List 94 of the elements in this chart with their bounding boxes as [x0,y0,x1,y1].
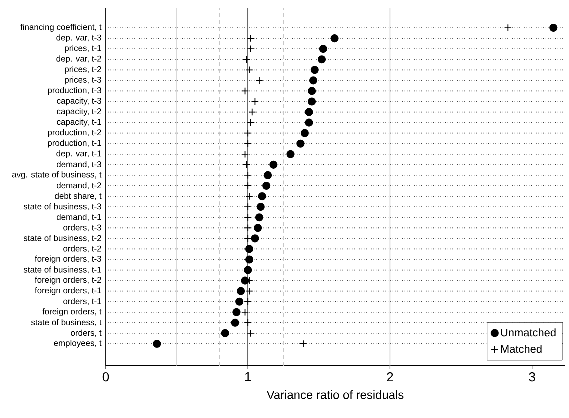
x-tick-label: 0 [102,372,110,382]
y-tick-label: foreign orders, t-1 [35,287,102,296]
point [244,224,252,232]
point [318,56,326,64]
x-axis-title: Variance ratio of residuals [266,390,404,400]
x-tick-label: 1 [245,372,252,382]
y-tick-label: dep. var, t-2 [56,56,102,64]
y-tick-label: orders, t-2 [64,246,102,253]
point [241,87,250,96]
y-tick-label: prices, t-2 [65,66,102,74]
point [244,140,252,148]
point [242,161,251,169]
point [246,66,254,74]
point [244,214,252,222]
y-tick-label: capacity, t-2 [57,108,102,116]
point [310,66,319,74]
y-tick-label: production, t-1 [48,140,102,148]
point [241,150,250,158]
point [244,319,252,327]
point [246,287,254,296]
point [251,234,260,243]
y-tick-label: foreign orders, t-2 [35,276,102,285]
point [300,340,308,348]
y-tick-label: dep. var, t-3 [56,34,102,42]
point [244,234,252,242]
point [244,203,252,211]
point [256,76,264,85]
point [244,130,252,138]
point [232,308,241,316]
point [246,192,254,200]
point [296,140,305,148]
point [247,45,255,53]
point [251,98,260,106]
point [264,171,272,180]
point [308,98,316,106]
point [231,318,240,327]
y-tick-label: production, t-2 [48,129,102,138]
point [153,340,162,348]
y-tick-label: production, t-3 [48,87,102,96]
point [309,76,318,85]
y-tick-label: employees, t [54,340,102,348]
point [256,203,265,212]
y-tick-label: debt share, t [55,192,102,200]
point [244,266,252,274]
y-tick-label: state of business, t-3 [24,203,102,211]
y-tick-label: orders, t [71,330,102,338]
y-tick-label: demand, t-1 [56,214,102,222]
point [241,308,250,316]
point [255,214,264,222]
point [262,182,271,190]
x-tick-label: 2 [387,372,394,382]
point [300,129,309,138]
y-tick-label: prices, t-3 [65,76,102,85]
point [550,24,558,32]
y-tick-label: foreign orders, t-3 [35,256,102,264]
point [330,34,339,43]
x-tick-label: 3 [529,372,536,382]
point [305,118,314,127]
point [244,172,252,180]
y-tick-label: demand, t-2 [56,182,102,190]
point [221,329,230,338]
point [247,34,255,42]
point [242,56,251,64]
point [244,298,252,306]
point [308,87,316,96]
point [319,45,328,54]
point [247,118,255,127]
legend-label: Matched [501,345,542,354]
y-tick-label: state of business, t-1 [24,266,102,274]
point [254,224,262,232]
legend-label: Unmatched [501,328,556,337]
y-tick-label: dep. var, t-1 [56,150,102,158]
point [504,24,512,32]
point [244,182,252,190]
y-tick-label: state of business, t [31,319,102,327]
point [286,150,295,158]
point [247,330,255,338]
point [258,192,266,201]
y-tick-label: capacity, t-3 [57,98,102,106]
point [241,276,250,285]
y-tick-label: foreign orders, t [42,308,102,316]
point [305,108,314,116]
y-tick-label: orders, t-1 [64,298,102,306]
y-tick-label: orders, t-3 [64,224,102,232]
y-tick-label: prices, t-1 [65,45,102,54]
y-tick-label: state of business, t-2 [24,235,102,242]
point [236,287,246,296]
point [248,108,256,116]
y-tick-label: capacity, t-1 [57,118,102,127]
y-tick-label: financing coefficient, t [20,24,102,32]
point [270,160,278,169]
y-tick-label: avg. state of business, t [12,172,102,180]
point [236,298,244,306]
y-tick-label: demand, t-3 [56,161,102,169]
